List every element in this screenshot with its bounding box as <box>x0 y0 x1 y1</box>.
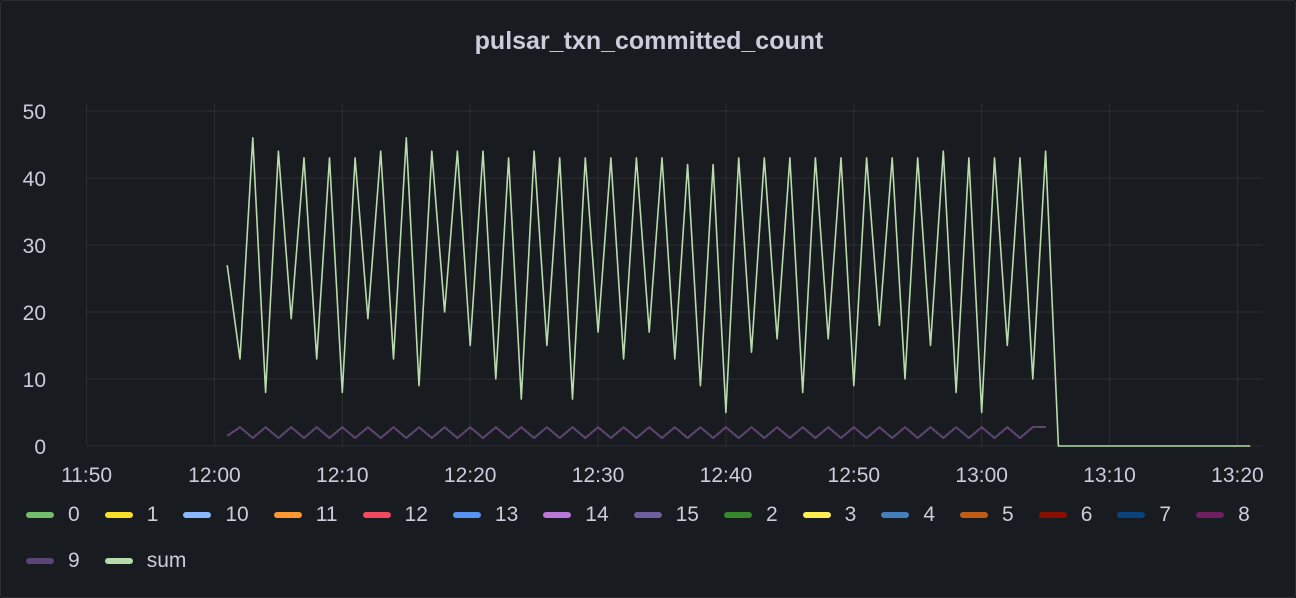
legend-item[interactable]: 5 <box>960 499 1014 531</box>
legend-item[interactable]: 13 <box>452 499 519 531</box>
legend-label: 13 <box>494 503 519 526</box>
legend-label: 8 <box>1238 503 1250 526</box>
legend-swatch <box>26 558 54 564</box>
legend-label: 3 <box>844 503 857 526</box>
legend-swatch <box>1038 512 1067 518</box>
legend: 0 1 10 11 12 13 14 15 2 3 4 5 6 7 8 9 sum <box>26 499 1276 577</box>
chart: pulsar_txn_committed_count 0 10 20 30 40 50 11… <box>23 27 1264 487</box>
legend-item[interactable]: 1 <box>104 499 159 531</box>
legend-item[interactable]: 7 <box>1117 499 1171 531</box>
legend-item[interactable]: 10 <box>183 499 249 531</box>
legend-swatch <box>26 512 54 518</box>
x-tick-label: 11:50 <box>61 464 112 487</box>
legend-swatch <box>960 512 989 518</box>
legend-item[interactable]: 15 <box>633 499 699 531</box>
legend-label: sum <box>146 549 187 572</box>
legend-swatch <box>452 512 481 518</box>
x-tick-label: 12:30 <box>572 464 625 487</box>
series-line <box>226 426 1046 439</box>
y-tick-label: 40 <box>23 168 46 191</box>
legend-item[interactable]: 8 <box>1196 499 1250 531</box>
legend-item[interactable]: sum <box>104 545 187 577</box>
x-tick-label: 13:10 <box>1083 464 1136 487</box>
x-tick-label: 12:50 <box>828 464 881 487</box>
series-line <box>226 426 1046 439</box>
series-line <box>226 426 1046 439</box>
series-line <box>226 426 1046 439</box>
chart-title: pulsar_txn_committed_count <box>475 27 824 55</box>
series-line <box>226 426 1046 439</box>
legend-item[interactable]: 3 <box>802 499 857 531</box>
legend-swatch <box>1196 512 1225 518</box>
legend-item[interactable]: 6 <box>1038 499 1093 531</box>
legend-swatch <box>802 512 831 518</box>
legend-label: 1 <box>146 503 159 526</box>
legend-item[interactable]: 4 <box>881 499 935 531</box>
series-line <box>226 426 1046 439</box>
legend-label: 5 <box>1002 503 1014 526</box>
series-line <box>226 426 1046 439</box>
series-line <box>226 426 1046 439</box>
series-line <box>226 426 1046 439</box>
legend-swatch <box>273 512 302 518</box>
legend-item[interactable]: 12 <box>362 499 428 531</box>
legend-label: 10 <box>225 503 249 526</box>
legend-label: 14 <box>585 503 609 526</box>
x-tick-label: 13:00 <box>955 464 1008 487</box>
series-line <box>226 137 1251 447</box>
y-tick-label: 50 <box>23 101 46 124</box>
legend-label: 2 <box>765 503 778 526</box>
x-tick-label: 12:00 <box>188 464 241 487</box>
legend-item[interactable]: 11 <box>273 499 338 531</box>
legend-item[interactable]: 9 <box>26 545 80 577</box>
legend-item[interactable]: 0 <box>26 499 80 531</box>
x-tick-label: 12:40 <box>700 464 753 487</box>
legend-label: 0 <box>68 503 80 526</box>
legend-swatch <box>1117 512 1146 518</box>
legend-label: 15 <box>675 503 699 526</box>
legend-swatch <box>104 558 133 564</box>
x-tick-label: 12:10 <box>316 464 369 487</box>
y-tick-label: 20 <box>23 302 46 325</box>
legend-swatch <box>633 512 662 518</box>
legend-label: 4 <box>923 503 936 526</box>
x-tick-label: 12:20 <box>444 464 497 487</box>
legend-item[interactable]: 14 <box>543 499 609 531</box>
legend-swatch <box>104 512 133 518</box>
legend-swatch <box>362 512 391 518</box>
series-line <box>226 426 1046 439</box>
legend-label: 9 <box>68 549 80 572</box>
legend-label: 12 <box>404 503 428 526</box>
series-line <box>226 426 1046 439</box>
legend-item[interactable]: 2 <box>723 499 778 531</box>
legend-swatch <box>543 512 572 518</box>
legend-label: 7 <box>1159 503 1172 526</box>
series-line <box>226 426 1046 439</box>
y-tick-label: 10 <box>23 369 46 392</box>
series-line <box>226 426 1046 439</box>
y-tick-label: 30 <box>23 235 46 258</box>
legend-label: 6 <box>1080 503 1093 526</box>
series-line <box>226 426 1046 439</box>
legend-swatch <box>881 512 910 518</box>
series-line <box>226 426 1046 439</box>
series-line <box>226 426 1046 439</box>
y-tick-label: 0 <box>34 436 46 459</box>
legend-label: 11 <box>315 503 338 526</box>
x-tick-label: 13:20 <box>1211 464 1264 487</box>
legend-swatch <box>723 512 752 518</box>
legend-swatch <box>183 512 212 518</box>
